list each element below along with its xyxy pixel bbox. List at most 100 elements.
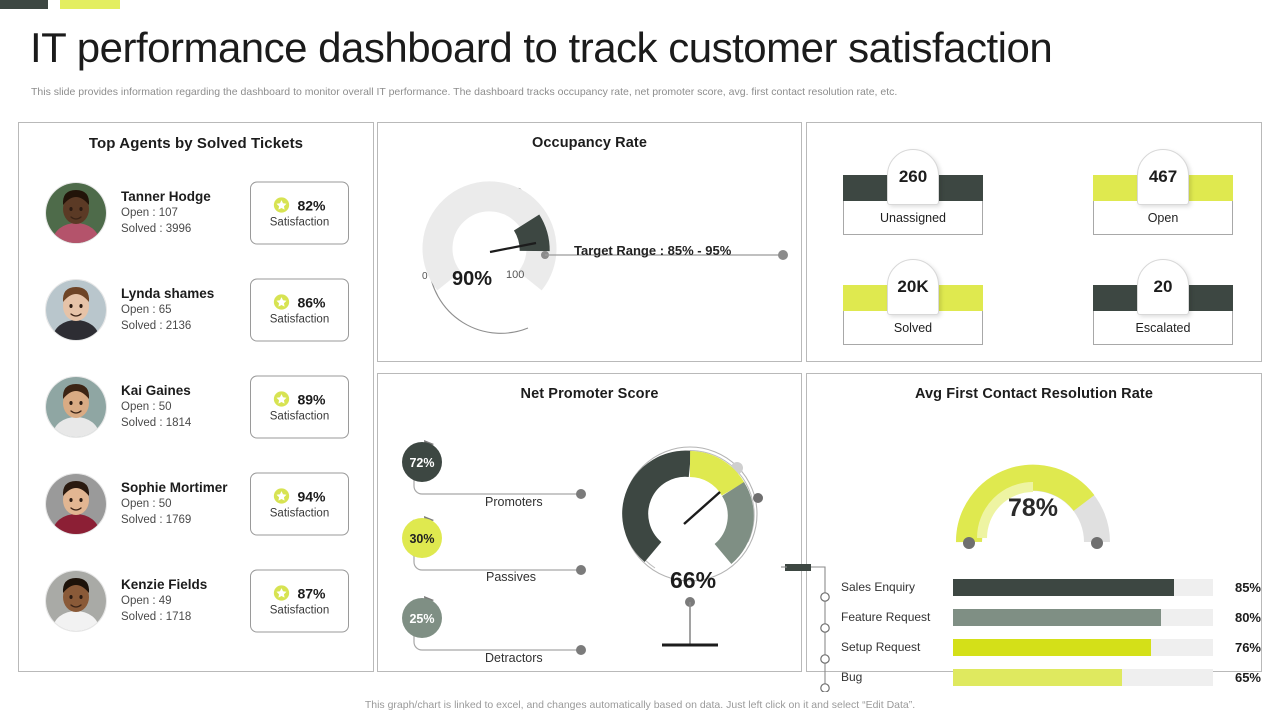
agent-solved-count: Solved : 1718 xyxy=(121,611,192,623)
avatar xyxy=(45,181,107,244)
fcr-bar-fill xyxy=(953,608,1161,626)
nps-connector-dot-passives xyxy=(576,565,586,575)
agent-row[interactable]: Sophie Mortimer Open : 50 Solved : 1769 94%… xyxy=(19,455,373,552)
kpi-value: 260 xyxy=(898,167,928,186)
fcr-panel: Avg First Contact Resolution Rate 78% xyxy=(781,373,1262,692)
star-icon-svg xyxy=(274,488,290,504)
fcr-bar-row: Bug 65% xyxy=(841,664,1261,690)
occupancy-needle xyxy=(489,241,537,254)
agent-list: Tanner Hodge Open : 107 Solved : 3996 82% Sa… xyxy=(19,164,373,649)
fcr-connector-spine xyxy=(811,566,826,688)
fcr-bar-track xyxy=(953,638,1213,656)
avatar xyxy=(45,472,107,535)
nps-bubble-detractors xyxy=(402,598,442,638)
agent-info: Tanner Hodge Open : 107 Solved : 3996 xyxy=(121,189,241,236)
agent-name: Tanner Hodge xyxy=(121,188,211,204)
satisfaction-card[interactable]: 89% Satisfaction xyxy=(250,375,349,438)
satisfaction-percent: 82% xyxy=(297,197,326,213)
satisfaction-card[interactable]: 87% Satisfaction xyxy=(250,569,349,632)
kpi-label: Unassigned xyxy=(879,210,946,225)
nps-segment-passives xyxy=(689,451,745,497)
kpi-label-box: Escalated xyxy=(1093,311,1233,345)
agent-info: Sophie Mortimer Open : 50 Solved : 1769 xyxy=(121,480,241,527)
occupancy-value-text: 90% xyxy=(452,268,492,290)
fcr-bar-fill xyxy=(953,578,1174,596)
nps-needle xyxy=(683,491,721,525)
star-icon-svg xyxy=(274,585,290,601)
satisfaction-card[interactable]: 86% Satisfaction xyxy=(250,278,349,341)
star-icon xyxy=(273,294,290,311)
satisfaction-value-row: 82% xyxy=(273,197,326,214)
satisfaction-label: Satisfaction xyxy=(269,410,330,423)
satisfaction-value-row: 94% xyxy=(273,488,326,505)
fcr-gauge-dot-right xyxy=(1091,537,1103,549)
fcr-connector-handle xyxy=(785,564,811,571)
agent-row[interactable]: Tanner Hodge Open : 107 Solved : 3996 82% Sa… xyxy=(19,164,373,261)
nps-connector-dot-detractors xyxy=(576,645,586,655)
fcr-title: Avg First Contact Resolution Rate xyxy=(914,386,1153,402)
satisfaction-percent: 94% xyxy=(297,488,326,504)
satisfaction-label: Satisfaction xyxy=(269,507,330,520)
kpi-value-bubble: 20 xyxy=(1137,259,1189,315)
fcr-bar-percent: 85% xyxy=(1234,579,1261,595)
agent-row[interactable]: Kenzie Fields Open : 49 Solved : 1718 87% Sa… xyxy=(19,552,373,649)
fcr-bar-percent: 80% xyxy=(1234,609,1261,625)
satisfaction-value-row: 87% xyxy=(273,585,326,602)
star-icon-svg xyxy=(274,391,290,407)
kpi-value: 467 xyxy=(1148,167,1178,186)
agent-info: Kenzie Fields Open : 49 Solved : 1718 xyxy=(121,577,241,624)
satisfaction-card[interactable]: 82% Satisfaction xyxy=(250,181,349,244)
fcr-bar-track xyxy=(953,668,1213,686)
nps-bubble-pct-detractors: 25% xyxy=(409,612,434,626)
kpi-card[interactable]: Escalated 20 xyxy=(1093,259,1233,345)
avatar xyxy=(45,569,107,632)
agent-row[interactable]: Kai Gaines Open : 50 Solved : 1814 89% Satis… xyxy=(19,358,373,455)
agent-open-count: Open : 50 xyxy=(121,497,172,510)
fcr-bar-label: Setup Request xyxy=(841,640,921,654)
agent-info: Kai Gaines Open : 50 Solved : 1814 xyxy=(121,383,241,430)
fcr-gauge-svg: 78% xyxy=(955,464,1110,549)
agent-solved-count: Solved : 3996 xyxy=(121,223,192,235)
star-icon xyxy=(273,585,290,602)
nps-chart-wrap: 72% 30% 25% 66% xyxy=(378,402,801,665)
satisfaction-label: Satisfaction xyxy=(269,313,330,326)
kpi-grid: Unassigned 260 Open 467 Solved 20K Escalated 20 xyxy=(807,123,1261,361)
fcr-node-2 xyxy=(820,623,830,633)
fcr-bar-percent: 76% xyxy=(1234,639,1261,655)
star-icon xyxy=(273,197,290,214)
nps-value-text: 66% xyxy=(670,567,716,593)
kpi-card[interactable]: Open 467 xyxy=(1093,149,1233,235)
agent-row[interactable]: Lynda shames Open : 65 Solved : 2136 86% Sat… xyxy=(19,261,373,358)
agent-solved-count: Solved : 1814 xyxy=(121,417,192,429)
kpi-card[interactable]: Solved 20K xyxy=(843,259,983,345)
fcr-bar-row: Sales Enquiry 85% xyxy=(841,574,1261,600)
top-agents-title: Top Agents by Solved Tickets xyxy=(88,135,304,152)
kpi-value-bubble: 467 xyxy=(1137,149,1189,205)
nps-bubble-promoters xyxy=(402,442,442,482)
occupancy-target-range: Target Range : 85% - 95% xyxy=(574,243,732,258)
star-icon-svg xyxy=(274,197,290,213)
kpi-value-bubble: 260 xyxy=(887,149,939,205)
satisfaction-label: Satisfaction xyxy=(269,604,330,617)
nps-gauge-dot-dark xyxy=(753,493,763,503)
kpi-card[interactable]: Unassigned 260 xyxy=(843,149,983,235)
occupancy-gauge-svg: 0 100 90% xyxy=(422,181,788,334)
agent-open-count: Open : 50 xyxy=(121,400,172,413)
fcr-node-4 xyxy=(820,683,830,692)
kpi-label-box: Solved xyxy=(843,311,983,345)
satisfaction-percent: 86% xyxy=(297,294,326,310)
ticket-status-panel: Unassigned 260 Open 467 Solved 20K Escalated 20 xyxy=(806,122,1262,362)
fcr-bar-fill xyxy=(953,668,1122,686)
agent-name: Lynda shames xyxy=(121,285,215,301)
fcr-node-1 xyxy=(820,592,830,602)
nps-segment-detractors xyxy=(714,482,754,564)
occupancy-min-tick: 0 xyxy=(422,271,428,282)
satisfaction-card[interactable]: 94% Satisfaction xyxy=(250,472,349,535)
occupancy-gauge-wrap: 0 100 90% Target Range : 85% - 95% xyxy=(378,151,801,347)
agent-solved-count: Solved : 1769 xyxy=(121,514,192,526)
fcr-content: 78% Sales Enquiry 85% Feature Request 80% Se… xyxy=(781,402,1261,692)
nps-label-detractors: Detractors xyxy=(485,651,543,665)
fcr-bar-track xyxy=(953,578,1213,596)
satisfaction-label: Satisfaction xyxy=(269,216,330,229)
nps-bubble-passives xyxy=(402,518,442,558)
